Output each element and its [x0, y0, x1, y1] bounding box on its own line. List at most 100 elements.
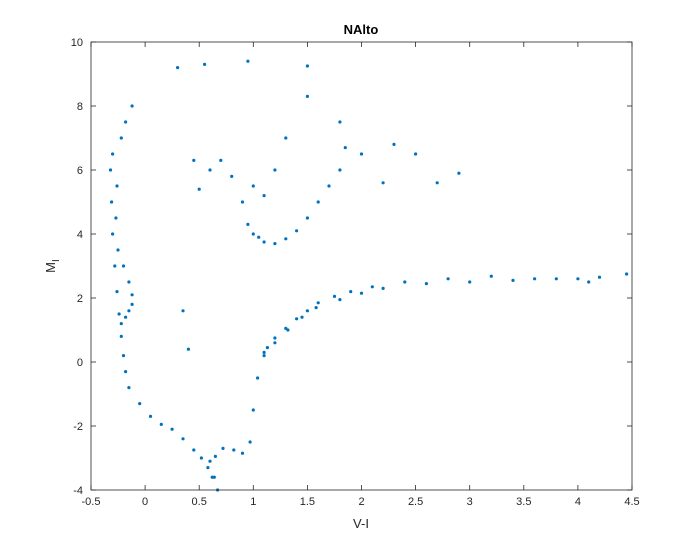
- x-axis-label: V-I: [353, 516, 369, 531]
- data-point-s0-5: [181, 437, 185, 441]
- data-point-s2-20: [554, 277, 558, 281]
- x-tick-label-1: 0: [142, 496, 148, 508]
- y-tick-label-4: 4: [77, 229, 83, 241]
- data-point-s2-17: [424, 282, 428, 286]
- data-point-s2-12: [300, 315, 304, 319]
- data-point-s4-29: [381, 181, 385, 185]
- x-tick-label-2: 0.5: [192, 496, 207, 508]
- data-point-s0-12: [121, 354, 126, 358]
- x-tick-label-5: 2: [358, 496, 364, 508]
- axis-ticks: [90, 41, 633, 491]
- data-point-s2-1: [208, 459, 212, 463]
- x-tick-label-7: 3: [467, 496, 473, 508]
- data-point-s4-3: [262, 240, 266, 244]
- data-point-s1-9: [115, 184, 119, 188]
- data-point-s2-13: [314, 306, 318, 310]
- x-tick-label-4: 1.5: [300, 496, 315, 508]
- data-point-s3-16: [625, 272, 629, 276]
- data-point-s2-19: [511, 278, 515, 282]
- data-point-s4-25: [392, 142, 396, 146]
- data-point-s4-30: [176, 66, 180, 70]
- data-point-s4-7: [305, 216, 309, 220]
- data-point-s2-18: [468, 280, 472, 284]
- data-point-s4-22: [197, 187, 201, 191]
- data-point-s1-5: [127, 280, 131, 284]
- data-point-s4-2: [257, 235, 261, 239]
- data-point-s4-13: [305, 94, 309, 98]
- data-point-s4-24: [359, 152, 364, 156]
- data-point-s3-9: [370, 285, 374, 289]
- data-point-s4-16: [262, 194, 266, 198]
- data-point-s0-13: [119, 334, 123, 338]
- y-tick-label-5: 6: [77, 165, 83, 177]
- x-tick-label-6: 2.5: [408, 496, 423, 508]
- data-point-s2-14: [338, 298, 342, 302]
- data-point-s2-2: [213, 454, 217, 458]
- data-point-s2-15: [359, 291, 364, 295]
- data-point-s0-9: [138, 402, 142, 406]
- data-point-s4-31: [203, 62, 207, 66]
- data-point-s1-0: [119, 322, 123, 326]
- y-tick-label-2: 0: [77, 357, 83, 369]
- x-tick-label-9: 4: [575, 496, 581, 508]
- data-point-s4-4: [273, 242, 277, 246]
- data-point-s4-10: [338, 168, 342, 172]
- x-tick-label-10: 4.5: [624, 496, 639, 508]
- y-tick-label-7: 10: [71, 37, 83, 49]
- data-point-s0-3: [199, 456, 203, 460]
- data-point-s2-0: [210, 475, 214, 479]
- data-point-s4-9: [327, 184, 331, 188]
- data-point-s3-0: [262, 354, 266, 358]
- data-point-s1-3: [130, 302, 134, 306]
- data-point-s4-17: [251, 184, 255, 188]
- data-point-s3-5: [305, 309, 309, 313]
- data-point-s4-32: [246, 59, 250, 63]
- data-point-s4-20: [219, 158, 223, 162]
- y-tick-label-1: -2: [73, 421, 83, 433]
- y-tick-labels: -4 -2 0 2 4 6 8 10: [71, 37, 83, 497]
- data-point-s3-15: [597, 275, 602, 279]
- x-tick-label-3: 1: [250, 496, 256, 508]
- data-point-s4-35: [181, 309, 185, 313]
- data-point-s0-4: [192, 448, 196, 452]
- data-point-s3-11: [446, 277, 450, 281]
- x-tick-label-0: -0.5: [82, 496, 101, 508]
- data-point-s0-14: [117, 312, 121, 316]
- data-point-s2-16: [381, 286, 385, 290]
- data-point-s0-21: [119, 136, 123, 140]
- data-point-s2-7: [251, 408, 255, 412]
- data-point-s4-21: [208, 168, 212, 172]
- data-point-s2-3: [221, 446, 225, 450]
- data-point-s0-8: [148, 414, 153, 418]
- y-tick-label-6: 8: [77, 101, 83, 113]
- data-point-s2-10: [273, 341, 277, 345]
- data-point-s0-7: [159, 422, 163, 426]
- data-point-s4-14: [284, 136, 288, 140]
- data-point-s3-12: [489, 274, 493, 278]
- data-point-s4-11: [343, 146, 347, 150]
- x-tick-labels: -0.5 0 0.5 1 1.5 2 2.5 3 3.5 4 4.5: [82, 496, 640, 508]
- plot-area: [91, 42, 632, 490]
- data-point-s4-26: [414, 152, 418, 156]
- data-point-s3-7: [332, 294, 337, 298]
- data-point-s2-5: [240, 451, 245, 455]
- data-point-s4-1: [251, 232, 255, 236]
- data-points: [108, 59, 629, 492]
- data-point-s4-6: [295, 229, 299, 233]
- data-point-s3-4: [295, 317, 299, 321]
- data-point-s3-8: [349, 290, 353, 294]
- data-point-s4-12: [338, 120, 342, 124]
- data-point-s1-7: [116, 248, 120, 252]
- data-point-s0-20: [111, 152, 115, 156]
- data-point-s0-11: [124, 370, 128, 374]
- data-point-s3-6: [316, 301, 320, 305]
- data-point-s1-8: [114, 216, 118, 220]
- y-tick-label-0: -4: [73, 485, 83, 497]
- data-point-s4-18: [240, 200, 245, 204]
- data-point-s3-1: [265, 346, 269, 350]
- data-point-s3-13: [533, 277, 537, 281]
- data-point-s2-8: [256, 376, 260, 380]
- data-point-s4-27: [435, 181, 439, 185]
- data-point-s1-2: [127, 309, 131, 313]
